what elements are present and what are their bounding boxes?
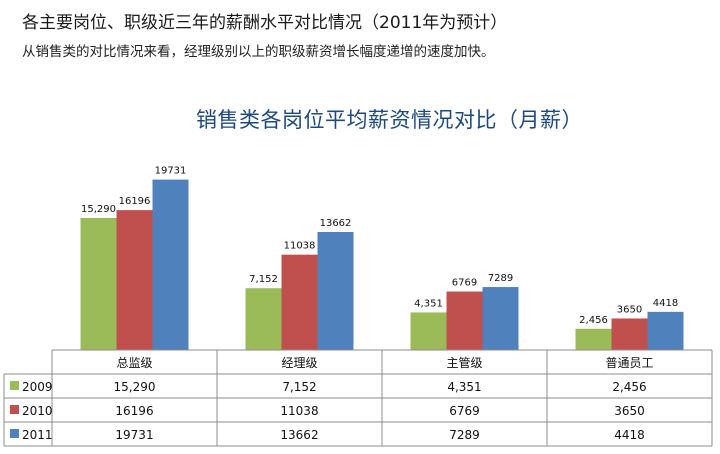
bar-2010-经理级 xyxy=(281,254,318,350)
bar-2010-总监级 xyxy=(116,210,153,350)
bar-2009-普通员工 xyxy=(575,328,612,350)
legend-label-2011: 2011 xyxy=(22,428,53,442)
table-cell-2009-经理级: 7,152 xyxy=(282,380,316,394)
category-label-普通员工: 普通员工 xyxy=(605,356,653,370)
category-label-经理级: 经理级 xyxy=(281,356,317,370)
table-cell-2009-总监级: 15,290 xyxy=(114,380,156,394)
table-cell-2009-普通员工: 2,456 xyxy=(612,380,646,394)
table-cell-2010-普通员工: 3650 xyxy=(614,404,645,418)
bar-2009-总监级 xyxy=(80,217,117,350)
table-cell-2010-总监级: 16196 xyxy=(115,404,153,418)
data-label-2011-经理级: 13662 xyxy=(320,218,352,229)
table-cell-2011-普通员工: 4418 xyxy=(614,428,645,442)
bar-2011-经理级 xyxy=(317,232,354,350)
data-label-2009-主管级: 4,351 xyxy=(414,298,443,309)
page-title: 各主要岗位、职级近三年的薪酬水平对比情况（2011年为预计） xyxy=(22,13,508,33)
data-label-2011-总监级: 19731 xyxy=(155,166,187,177)
bar-2009-经理级 xyxy=(245,288,282,350)
data-label-2010-经理级: 11038 xyxy=(284,241,316,252)
data-label-2011-普通员工: 4418 xyxy=(653,298,678,309)
table-cell-2011-总监级: 19731 xyxy=(115,428,153,442)
data-label-2010-主管级: 6769 xyxy=(452,278,477,289)
chart-title: 销售类各岗位平均薪资情况对比（月薪） xyxy=(196,108,583,132)
category-label-主管级: 主管级 xyxy=(446,355,482,370)
data-table: 总监级 经理级 主管级 普通员工 2009 15,290 7,152 4,351 2,456 20… xyxy=(3,349,713,447)
data-label-2011-主管级: 7289 xyxy=(488,273,513,284)
legend-label-2010: 2010 xyxy=(22,404,53,418)
bar-2009-主管级 xyxy=(410,312,447,350)
bar-2011-主管级 xyxy=(482,287,519,350)
bar-2010-主管级 xyxy=(446,291,483,350)
table-cell-2010-主管级: 6769 xyxy=(449,404,480,418)
data-label-2009-普通员工: 2,456 xyxy=(579,315,608,326)
bar-2011-普通员工 xyxy=(647,311,684,350)
bar-2011-总监级 xyxy=(152,179,189,350)
page-subtitle: 从销售类的对比情况来看，经理级别以上的职级薪资增长幅度递增的速度加快。 xyxy=(22,44,495,60)
category-label-总监级: 总监级 xyxy=(116,356,152,370)
table-cell-2009-主管级: 4,351 xyxy=(447,380,481,394)
data-label-2009-经理级: 7,152 xyxy=(249,274,278,285)
table-cell-2011-主管级: 7289 xyxy=(449,428,480,442)
legend-swatch-2009 xyxy=(10,381,19,390)
table-cell-2010-经理级: 11038 xyxy=(280,404,318,418)
data-label-2010-普通员工: 3650 xyxy=(617,304,642,315)
legend-swatch-2011 xyxy=(10,429,19,438)
table-cell-2011-经理级: 13662 xyxy=(280,428,318,442)
data-label-2009-总监级: 15,290 xyxy=(81,204,116,215)
legend-label-2009: 2009 xyxy=(22,380,53,394)
legend-swatch-2010 xyxy=(10,405,19,414)
bar-2010-普通员工 xyxy=(611,318,648,350)
data-label-2010-总监级: 16196 xyxy=(119,196,151,207)
